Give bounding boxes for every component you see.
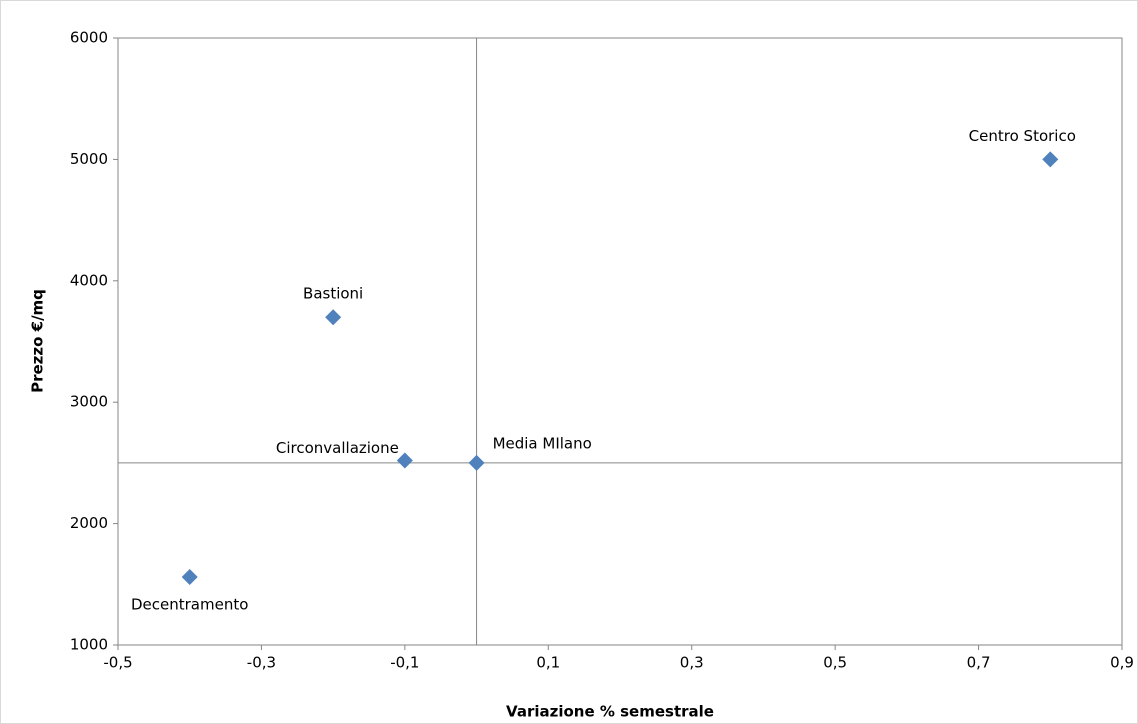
point xyxy=(468,454,485,471)
x-tick-label: 0,9 xyxy=(1110,654,1134,672)
x-tick-label: -0,3 xyxy=(247,654,276,672)
x-tick-label: 0,1 xyxy=(536,654,560,672)
point xyxy=(325,309,342,326)
x-tick-label: 0,7 xyxy=(967,654,991,672)
point-label: Bastioni xyxy=(303,285,363,303)
point-label: Decentramento xyxy=(131,596,248,614)
y-tick-label: 3000 xyxy=(70,393,108,411)
y-tick-label: 2000 xyxy=(70,514,108,532)
x-tick-label: 0,5 xyxy=(823,654,847,672)
point xyxy=(396,452,413,469)
y-axis-title: Prezzo €/mq xyxy=(29,289,47,393)
y-tick-label: 5000 xyxy=(70,150,108,168)
x-axis-title: Variazione % semestrale xyxy=(506,703,714,721)
y-tick-label: 1000 xyxy=(70,636,108,654)
point xyxy=(1042,151,1059,168)
x-tick-label: -0,1 xyxy=(390,654,419,672)
x-tick-label: -0,5 xyxy=(103,654,132,672)
y-tick-label: 6000 xyxy=(70,29,108,47)
point-label: Media MIlano xyxy=(493,434,592,452)
plot-area xyxy=(117,37,1123,646)
y-tick-label: 4000 xyxy=(70,271,108,289)
point xyxy=(181,569,198,586)
point-label: Centro Storico xyxy=(969,127,1076,145)
point-label: Circonvallazione xyxy=(276,439,399,457)
x-tick-label: 0,3 xyxy=(680,654,704,672)
